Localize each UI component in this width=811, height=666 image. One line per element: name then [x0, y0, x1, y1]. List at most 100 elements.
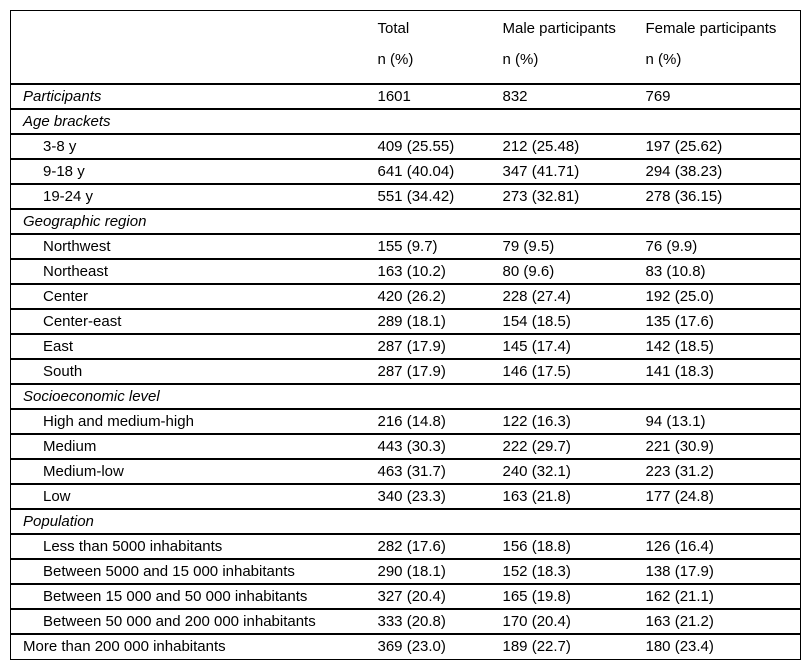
total-cell: 327 (20.4) [369, 584, 495, 610]
female-cell: 177 (24.8) [637, 484, 801, 510]
total-cell: 409 (25.55) [369, 134, 495, 160]
female-cell: 197 (25.62) [637, 134, 801, 160]
row-label: South [10, 359, 370, 385]
total-cell: 287 (17.9) [369, 334, 495, 360]
table-row: More than 200 000 inhabitants 369 (23.0) 1… [10, 634, 801, 660]
total-cell: 163 (10.2) [369, 259, 495, 285]
male-cell: 154 (18.5) [494, 309, 638, 335]
female-cell: 126 (16.4) [637, 534, 801, 560]
section-header-row: Age brackets [10, 109, 801, 135]
row-label: Medium [10, 434, 370, 460]
female-cell: 135 (17.6) [637, 309, 801, 335]
section-header-row: Population [10, 509, 801, 535]
participant-demographics-table: Total n (%) Male participants n (%) Fema… [10, 10, 801, 660]
male-cell: 156 (18.8) [494, 534, 638, 560]
female-cell: 162 (21.1) [637, 584, 801, 610]
total-cell [369, 109, 495, 135]
male-cell: 79 (9.5) [494, 234, 638, 260]
female-cell: 76 (9.9) [637, 234, 801, 260]
female-cell: 83 (10.8) [637, 259, 801, 285]
male-cell: 122 (16.3) [494, 409, 638, 435]
row-label: East [10, 334, 370, 360]
table-row: Northeast 163 (10.2) 80 (9.6) 83 (10.8) [10, 259, 801, 285]
section-label: Geographic region [10, 209, 370, 235]
col-header-male-sublabel: n (%) [502, 51, 539, 68]
table-row: Center 420 (26.2) 228 (27.4) 192 (25.0) [10, 284, 801, 310]
row-label: Between 5000 and 15 000 inhabitants [10, 559, 370, 585]
female-cell [637, 209, 801, 235]
row-label: More than 200 000 inhabitants [10, 634, 370, 660]
female-cell: 769 [637, 84, 801, 110]
row-label: Medium-low [10, 459, 370, 485]
female-cell: 142 (18.5) [637, 334, 801, 360]
table-row: Low 340 (23.3) 163 (21.8) 177 (24.8) [10, 484, 801, 510]
table-row: Northwest 155 (9.7) 79 (9.5) 76 (9.9) [10, 234, 801, 260]
row-label: Low [10, 484, 370, 510]
row-label: 19-24 y [10, 184, 370, 210]
row-label: Center [10, 284, 370, 310]
row-label: Northwest [10, 234, 370, 260]
male-cell [494, 384, 638, 410]
total-cell: 155 (9.7) [369, 234, 495, 260]
col-header-female-sublabel: n (%) [645, 51, 682, 68]
total-cell: 369 (23.0) [369, 634, 495, 660]
section-label: Socioeconomic level [10, 384, 370, 410]
male-cell: 145 (17.4) [494, 334, 638, 360]
male-cell: 832 [494, 84, 638, 110]
section-label: Age brackets [10, 109, 370, 135]
row-label: Less than 5000 inhabitants [10, 534, 370, 560]
table-container: Total n (%) Male participants n (%) Fema… [10, 10, 801, 660]
male-cell: 80 (9.6) [494, 259, 638, 285]
col-header-total: Total n (%) [369, 10, 495, 85]
row-label: Between 50 000 and 200 000 inhabitants [10, 609, 370, 635]
female-cell: 138 (17.9) [637, 559, 801, 585]
col-header-empty [10, 10, 370, 85]
male-cell [494, 209, 638, 235]
table-row: Between 50 000 and 200 000 inhabitants 33… [10, 609, 801, 635]
female-cell: 163 (21.2) [637, 609, 801, 635]
table-row: Less than 5000 inhabitants 282 (17.6) 156 … [10, 534, 801, 560]
table-row: Medium-low 463 (31.7) 240 (32.1) 223 (31.2) [10, 459, 801, 485]
male-cell: 240 (32.1) [494, 459, 638, 485]
row-label: Center-east [10, 309, 370, 335]
table-row: 9-18 y 641 (40.04) 347 (41.71) 294 (38.23) [10, 159, 801, 185]
male-cell: 163 (21.8) [494, 484, 638, 510]
female-cell: 221 (30.9) [637, 434, 801, 460]
total-cell: 290 (18.1) [369, 559, 495, 585]
col-header-male: Male participants n (%) [494, 10, 638, 85]
section-header-row: Geographic region [10, 209, 801, 235]
table-header-row: Total n (%) Male participants n (%) Fema… [10, 10, 801, 85]
row-label: Participants [10, 84, 370, 110]
total-cell: 216 (14.8) [369, 409, 495, 435]
col-header-female-label: Female participants [645, 20, 777, 37]
row-label: Northeast [10, 259, 370, 285]
female-cell: 294 (38.23) [637, 159, 801, 185]
table-row: Center-east 289 (18.1) 154 (18.5) 135 (17.6… [10, 309, 801, 335]
table-row: Medium 443 (30.3) 222 (29.7) 221 (30.9) [10, 434, 801, 460]
total-cell: 443 (30.3) [369, 434, 495, 460]
male-cell: 152 (18.3) [494, 559, 638, 585]
female-cell: 180 (23.4) [637, 634, 801, 660]
male-cell: 189 (22.7) [494, 634, 638, 660]
total-cell: 340 (23.3) [369, 484, 495, 510]
total-cell: 289 (18.1) [369, 309, 495, 335]
table-row: Participants 1601 832 769 [10, 84, 801, 110]
section-label: Population [10, 509, 370, 535]
row-label: 9-18 y [10, 159, 370, 185]
female-cell [637, 384, 801, 410]
female-cell: 278 (36.15) [637, 184, 801, 210]
total-cell: 551 (34.42) [369, 184, 495, 210]
male-cell: 222 (29.7) [494, 434, 638, 460]
total-cell [369, 384, 495, 410]
male-cell: 212 (25.48) [494, 134, 638, 160]
total-cell: 420 (26.2) [369, 284, 495, 310]
table-row: South 287 (17.9) 146 (17.5) 141 (18.3) [10, 359, 801, 385]
col-header-female: Female participants n (%) [637, 10, 801, 85]
total-cell: 282 (17.6) [369, 534, 495, 560]
female-cell: 223 (31.2) [637, 459, 801, 485]
female-cell: 141 (18.3) [637, 359, 801, 385]
male-cell: 273 (32.81) [494, 184, 638, 210]
row-label: High and medium-high [10, 409, 370, 435]
table-header: Total n (%) Male participants n (%) Fema… [10, 10, 801, 85]
